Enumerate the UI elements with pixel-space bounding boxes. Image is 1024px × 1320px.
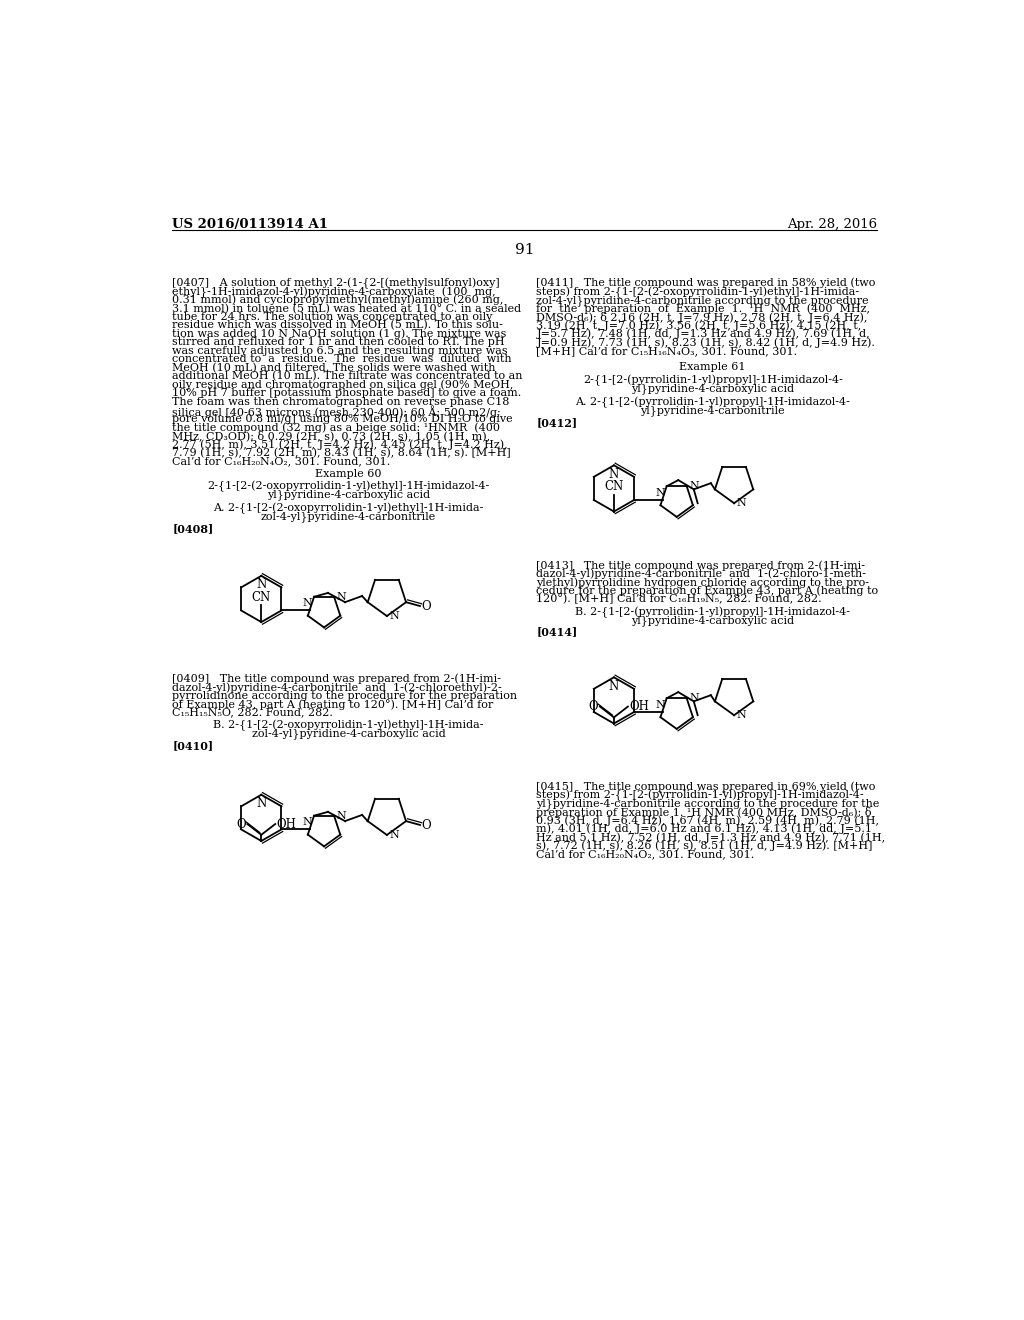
Text: O: O — [422, 820, 431, 832]
Text: 120°). [M+H] Calʼd for C₁₆H₁₉N₅, 282. Found, 282.: 120°). [M+H] Calʼd for C₁₆H₁₉N₅, 282. Fo… — [537, 594, 822, 605]
Text: Example 60: Example 60 — [315, 470, 382, 479]
Text: pore volume 0.8 ml/g] using 80% MeOH/10% DI H₂O to give: pore volume 0.8 ml/g] using 80% MeOH/10%… — [172, 413, 513, 424]
Text: N: N — [609, 467, 620, 480]
Text: N: N — [655, 488, 666, 498]
Text: yl}pyridine-4-carbonitrile according to the procedure for the: yl}pyridine-4-carbonitrile according to … — [537, 799, 880, 809]
Text: N: N — [689, 482, 698, 491]
Text: N: N — [689, 693, 698, 704]
Text: steps) from 2-{1-[2-(pyrrolidin-1-yl)propyl]-1H-imidazol-4-: steps) from 2-{1-[2-(pyrrolidin-1-yl)pro… — [537, 789, 864, 801]
Text: CN: CN — [604, 480, 624, 494]
Text: dazol-4-yl)pyridine-4-carbonitrile  and  1-(2-chloro-1-meth-: dazol-4-yl)pyridine-4-carbonitrile and 1… — [537, 569, 866, 579]
Text: cedure for the preparation of Example 43, part A (heating to: cedure for the preparation of Example 43… — [537, 586, 879, 597]
Text: [0409]   The title compound was prepared from 2-(1H-imi-: [0409] The title compound was prepared f… — [172, 673, 501, 684]
Text: Calʼd for C₁₆H₂₀N₄O₂, 301. Found, 301.: Calʼd for C₁₆H₂₀N₄O₂, 301. Found, 301. — [537, 849, 755, 859]
Text: 2.77 (5H, m), 3.51 (2H, t, J=4.2 Hz), 4.45 (2H, t, J=4.2 Hz),: 2.77 (5H, m), 3.51 (2H, t, J=4.2 Hz), 4.… — [172, 440, 508, 450]
Text: OH: OH — [630, 700, 649, 713]
Text: zol-4-yl}pyridine-4-carbonitrile: zol-4-yl}pyridine-4-carbonitrile — [261, 511, 436, 521]
Text: for  the  preparation  of  Example  1.  ¹H  NMR  (400  MHz,: for the preparation of Example 1. ¹H NMR… — [537, 304, 870, 314]
Text: zol-4-yl}pyridine-4-carbonitrile according to the procedure: zol-4-yl}pyridine-4-carbonitrile accordi… — [537, 294, 869, 305]
Text: the title compound (32 mg) as a beige solid: ¹HNMR  (400: the title compound (32 mg) as a beige so… — [172, 422, 500, 433]
Text: [0407]   A solution of methyl 2-(1-{2-[(methylsulfonyl)oxy]: [0407] A solution of methyl 2-(1-{2-[(me… — [172, 277, 500, 289]
Text: 91: 91 — [515, 243, 535, 257]
Text: The foam was then chromatographed on reverse phase C18: The foam was then chromatographed on rev… — [172, 397, 510, 407]
Text: [0415]   The title compound was prepared in 69% yield (two: [0415] The title compound was prepared i… — [537, 781, 876, 792]
Text: N: N — [303, 817, 312, 828]
Text: silica gel [40-63 microns (mesh 230-400); 60 Å; 500 m2/g;: silica gel [40-63 microns (mesh 230-400)… — [172, 405, 501, 418]
Text: stirred and refluxed for 1 hr and then cooled to RT. The pH: stirred and refluxed for 1 hr and then c… — [172, 337, 505, 347]
Text: O: O — [237, 817, 246, 830]
Text: 0.93 (3H, d, J=6.4 Hz), 1.67 (4H, m), 2.59 (4H, m), 2.79 (1H,: 0.93 (3H, d, J=6.4 Hz), 1.67 (4H, m), 2.… — [537, 816, 880, 826]
Text: m), 4.01 (1H, dd, J=6.0 Hz and 6.1 Hz), 4.13 (1H, dd, J=5.1: m), 4.01 (1H, dd, J=6.0 Hz and 6.1 Hz), … — [537, 824, 872, 834]
Text: CN: CN — [252, 590, 271, 603]
Text: [0411]   The title compound was prepared in 58% yield (two: [0411] The title compound was prepared i… — [537, 277, 876, 288]
Text: dazol-4-yl)pyridine-4-carbonitrile  and  1-(2-chloroethyl)-2-: dazol-4-yl)pyridine-4-carbonitrile and 1… — [172, 682, 502, 693]
Text: J=5.7 Hz), 7.48 (1H, dd, J=1.3 Hz and 4.9 Hz), 7.69 (1H, d,: J=5.7 Hz), 7.48 (1H, dd, J=1.3 Hz and 4.… — [537, 329, 870, 339]
Text: 7.79 (1H, s), 7.92 (2H, m), 8.43 (1H, s), 8.64 (1H, s). [M+H]: 7.79 (1H, s), 7.92 (2H, m), 8.43 (1H, s)… — [172, 447, 511, 458]
Text: N: N — [389, 611, 399, 620]
Text: N: N — [389, 830, 399, 840]
Text: C₁₅H₁₅N₅O, 282. Found, 282.: C₁₅H₁₅N₅O, 282. Found, 282. — [172, 708, 333, 718]
Text: ylethyl)pyrrolidine hydrogen chloride according to the pro-: ylethyl)pyrrolidine hydrogen chloride ac… — [537, 577, 869, 587]
Text: s), 7.72 (1H, s), 8.26 (1H, s), 8.51 (1H, d, J=4.9 Hz). [M+H]: s), 7.72 (1H, s), 8.26 (1H, s), 8.51 (1H… — [537, 841, 872, 851]
Text: 2-{1-[2-(2-oxopyrrolidin-1-yl)ethyl]-1H-imidazol-4-: 2-{1-[2-(2-oxopyrrolidin-1-yl)ethyl]-1H-… — [208, 480, 489, 492]
Text: 10% pH 7 buffer [potassium phosphate based] to give a foam.: 10% pH 7 buffer [potassium phosphate bas… — [172, 388, 521, 399]
Text: tube for 24 hrs. The solution was concentrated to an oily: tube for 24 hrs. The solution was concen… — [172, 312, 493, 322]
Text: Hz and 5.1 Hz), 7.52 (1H, dd, J=1.3 Hz and 4.9 Hz), 7.71 (1H,: Hz and 5.1 Hz), 7.52 (1H, dd, J=1.3 Hz a… — [537, 833, 886, 843]
Text: Calʼd for C₁₆H₂₀N₄O₂, 301. Found, 301.: Calʼd for C₁₆H₂₀N₄O₂, 301. Found, 301. — [172, 457, 390, 466]
Text: [M+H] Calʼd for C₁₅H₁₆N₄O₃, 301. Found, 301.: [M+H] Calʼd for C₁₅H₁₆N₄O₃, 301. Found, … — [537, 346, 798, 356]
Text: steps) from 2-{1-[2-(2-oxopyrrolidin-1-yl)ethyl]-1H-imida-: steps) from 2-{1-[2-(2-oxopyrrolidin-1-y… — [537, 286, 859, 297]
Text: oily residue and chromatographed on silica gel (90% MeOH,: oily residue and chromatographed on sili… — [172, 380, 514, 391]
Text: US 2016/0113914 A1: US 2016/0113914 A1 — [172, 218, 328, 231]
Text: N: N — [256, 578, 266, 591]
Text: A. 2-{1-[2-(2-oxopyrrolidin-1-yl)ethyl]-1H-imida-: A. 2-{1-[2-(2-oxopyrrolidin-1-yl)ethyl]-… — [213, 503, 483, 513]
Text: [0413]   The title compound was prepared from 2-(1H-imi-: [0413] The title compound was prepared f… — [537, 560, 865, 570]
Text: DMSO-d₆); δ 2.16 (2H, t, J=7.9 Hz), 2.78 (2H, t, J=6.4 Hz),: DMSO-d₆); δ 2.16 (2H, t, J=7.9 Hz), 2.78… — [537, 312, 867, 323]
Text: OH: OH — [276, 817, 297, 830]
Text: of Example 43, part A (heating to 120°). [M+H] Calʼd for: of Example 43, part A (heating to 120°).… — [172, 700, 494, 710]
Text: preparation of Example 1. ¹H NMR (400 MHz, DMSO-d₆); δ: preparation of Example 1. ¹H NMR (400 MH… — [537, 807, 871, 818]
Text: A. 2-{1-[2-(pyrrolidin-1-yl)propyl]-1H-imidazol-4-: A. 2-{1-[2-(pyrrolidin-1-yl)propyl]-1H-i… — [575, 397, 850, 408]
Text: was carefully adjusted to 6.5 and the resulting mixture was: was carefully adjusted to 6.5 and the re… — [172, 346, 508, 356]
Text: 3.1 mmol) in toluene (5 mL) was heated at 110° C. in a sealed: 3.1 mmol) in toluene (5 mL) was heated a… — [172, 304, 521, 314]
Text: Example 61: Example 61 — [680, 362, 746, 372]
Text: B. 2-{1-[2-(pyrrolidin-1-yl)propyl]-1H-imidazol-4-: B. 2-{1-[2-(pyrrolidin-1-yl)propyl]-1H-i… — [575, 606, 850, 618]
Text: tion was added 10 N NaOH solution (1 g). The mixture was: tion was added 10 N NaOH solution (1 g).… — [172, 329, 507, 339]
Text: O: O — [422, 601, 431, 614]
Text: B. 2-{1-[2-(2-oxopyrrolidin-1-yl)ethyl]-1H-imida-: B. 2-{1-[2-(2-oxopyrrolidin-1-yl)ethyl]-… — [213, 719, 483, 731]
Text: pyrrolidinone according to the procedure for the preparation: pyrrolidinone according to the procedure… — [172, 690, 517, 701]
Text: 0.31 mmol) and cyclopropylmethyl(methyl)amine (260 mg,: 0.31 mmol) and cyclopropylmethyl(methyl)… — [172, 294, 504, 305]
Text: MeOH (10 mL) and filtered. The solids were washed with: MeOH (10 mL) and filtered. The solids we… — [172, 363, 496, 374]
Text: concentrated to  a  residue.  The  residue  was  diluted  with: concentrated to a residue. The residue w… — [172, 354, 512, 364]
Text: N: N — [736, 498, 746, 508]
Text: yl}pyridine-4-carbonitrile: yl}pyridine-4-carbonitrile — [640, 405, 785, 416]
Text: yl}pyridine-4-carboxylic acid: yl}pyridine-4-carboxylic acid — [267, 490, 430, 500]
Text: N: N — [337, 810, 346, 821]
Text: residue which was dissolved in MeOH (5 mL). To this solu-: residue which was dissolved in MeOH (5 m… — [172, 321, 503, 330]
Text: [0408]: [0408] — [172, 523, 213, 533]
Text: ethyl}-1H-imidazol-4-yl)pyridine-4-carboxylate  (100  mg,: ethyl}-1H-imidazol-4-yl)pyridine-4-carbo… — [172, 286, 496, 297]
Text: MHz, CD₃OD); δ 0.29 (2H, s), 0.73 (2H, s), 1.05 (1H, m),: MHz, CD₃OD); δ 0.29 (2H, s), 0.73 (2H, s… — [172, 430, 490, 442]
Text: O: O — [589, 700, 598, 713]
Text: N: N — [256, 797, 266, 810]
Text: [0410]: [0410] — [172, 741, 213, 751]
Text: 3.19 (2H, t, J=7.0 Hz), 3.56 (2H, t, J=5.6 Hz), 4.15 (2H, t,: 3.19 (2H, t, J=7.0 Hz), 3.56 (2H, t, J=5… — [537, 321, 861, 331]
Text: N: N — [736, 710, 746, 721]
Text: 2-{1-[2-(pyrrolidin-1-yl)propyl]-1H-imidazol-4-: 2-{1-[2-(pyrrolidin-1-yl)propyl]-1H-imid… — [583, 375, 843, 387]
Text: J=0.9 Hz), 7.73 (1H, s), 8.23 (1H, s), 8.42 (1H, d, J=4.9 Hz).: J=0.9 Hz), 7.73 (1H, s), 8.23 (1H, s), 8… — [537, 337, 876, 347]
Text: [0412]: [0412] — [537, 417, 578, 428]
Text: yl}pyridine-4-carboxylic acid: yl}pyridine-4-carboxylic acid — [631, 615, 795, 626]
Text: yl}pyridine-4-carboxylic acid: yl}pyridine-4-carboxylic acid — [631, 384, 795, 395]
Text: N: N — [655, 700, 666, 710]
Text: N: N — [609, 680, 620, 693]
Text: N: N — [337, 591, 346, 602]
Text: N: N — [303, 598, 312, 609]
Text: additional MeOH (10 mL). The filtrate was concentrated to an: additional MeOH (10 mL). The filtrate wa… — [172, 371, 522, 381]
Text: [0414]: [0414] — [537, 627, 578, 638]
Text: zol-4-yl}pyridine-4-carboxylic acid: zol-4-yl}pyridine-4-carboxylic acid — [252, 729, 445, 739]
Text: Apr. 28, 2016: Apr. 28, 2016 — [787, 218, 878, 231]
